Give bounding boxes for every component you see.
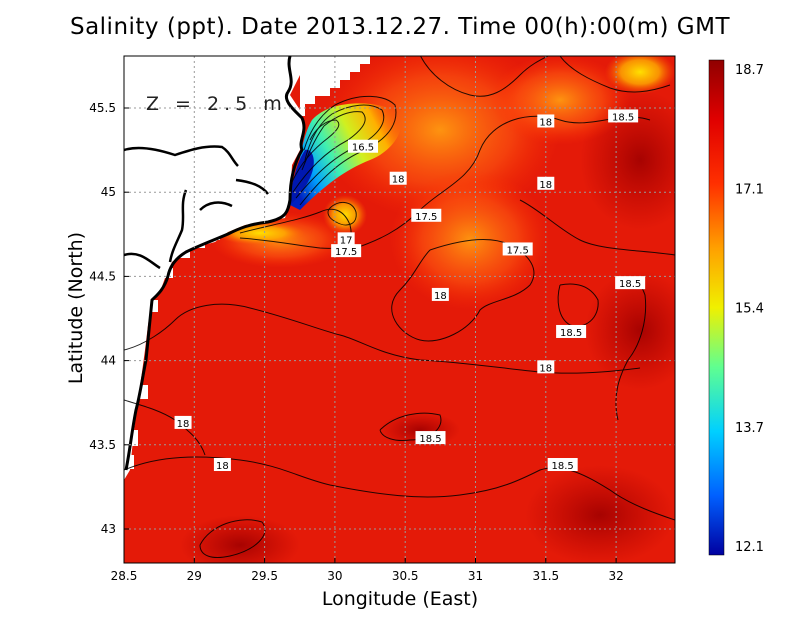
- svg-text:18.5: 18.5: [560, 328, 582, 339]
- contour-label: 18: [431, 287, 449, 302]
- svg-text:17: 17: [340, 235, 353, 246]
- contour-label: 17.5: [411, 208, 442, 223]
- colorbar-tick-label: 12.1: [735, 540, 764, 555]
- x-tick-label: 31.5: [532, 569, 559, 583]
- contour-label: 18.5: [547, 458, 578, 472]
- high-salinity-region: [585, 270, 675, 390]
- svg-text:18.5: 18.5: [612, 112, 634, 123]
- x-tick-label: 30: [327, 569, 342, 583]
- svg-text:17.5: 17.5: [507, 245, 529, 256]
- svg-text:18: 18: [539, 180, 552, 191]
- land-mass: [124, 56, 305, 480]
- contour-label: 18: [174, 415, 192, 430]
- high-salinity-region: [180, 515, 300, 563]
- y-tick-label: 45.5: [89, 101, 116, 115]
- x-tick-label: 28.5: [111, 569, 138, 583]
- x-tick-label: 31: [468, 569, 483, 583]
- svg-text:16.5: 16.5: [352, 143, 374, 154]
- y-tick-label: 43.5: [89, 438, 116, 452]
- svg-text:18: 18: [539, 117, 552, 128]
- depth-annotation: Z = 2.5 m: [146, 93, 287, 115]
- contour-label: 18.5: [615, 276, 646, 290]
- contour-label: 18: [537, 360, 555, 374]
- contour-label: 18.5: [608, 109, 639, 123]
- colorbar-tick-label: 18.7: [735, 63, 764, 78]
- y-tick-label: 45: [101, 185, 116, 199]
- x-tick-label: 29: [187, 569, 202, 583]
- lake-outline: [124, 145, 269, 270]
- fresh-water-region: [323, 195, 367, 235]
- svg-text:18.5: 18.5: [552, 461, 574, 472]
- svg-text:18.5: 18.5: [619, 279, 641, 290]
- river-plume: [290, 103, 401, 210]
- x-axis-label: Longitude (East): [321, 588, 479, 610]
- svg-text:17.5: 17.5: [415, 212, 437, 223]
- contour-label: 18: [389, 171, 407, 186]
- contour-label: 18: [213, 458, 231, 472]
- svg-text:17.5: 17.5: [335, 247, 357, 258]
- svg-text:18: 18: [434, 291, 447, 302]
- colorbar: [708, 59, 725, 556]
- contour-label: 18: [537, 114, 555, 128]
- contour-label: 17.5: [331, 244, 362, 258]
- colorbar-tick-label: 15.4: [735, 302, 764, 317]
- coastline: [124, 56, 306, 471]
- svg-text:18.5: 18.5: [419, 434, 441, 445]
- y-tick-label: 44.5: [89, 269, 116, 283]
- grid-lines: [124, 56, 675, 563]
- contour-label: 17: [337, 232, 355, 246]
- svg-text:18: 18: [392, 175, 405, 186]
- chart-title: Salinity (ppt). Date 2013.12.27. Time 00…: [69, 14, 731, 40]
- colorbar-tick-label: 17.1: [735, 182, 764, 197]
- contour-label: 17.5: [502, 242, 533, 256]
- contour-label: 18.5: [556, 324, 587, 339]
- svg-text:18: 18: [539, 363, 552, 374]
- contour-label: 18: [537, 176, 555, 191]
- high-salinity-region: [525, 465, 675, 563]
- x-tick-label: 29.5: [251, 569, 278, 583]
- fresh-water-region: [490, 56, 630, 145]
- x-tick-label: 32: [608, 569, 623, 583]
- svg-text:18: 18: [177, 419, 190, 430]
- contour-lines: [124, 56, 675, 559]
- contour-label: 16.5: [348, 139, 379, 154]
- river-plume-core: [290, 149, 314, 205]
- colorbar-tick-label: 13.7: [735, 421, 764, 436]
- contour-label: 18.5: [415, 431, 446, 445]
- svg-text:18: 18: [216, 461, 229, 472]
- fresh-water-region: [605, 56, 675, 94]
- y-tick-label: 43: [101, 522, 116, 536]
- y-tick-label: 44: [101, 354, 116, 368]
- plot-frame: [123, 55, 676, 564]
- x-tick-label: 30.5: [392, 569, 419, 583]
